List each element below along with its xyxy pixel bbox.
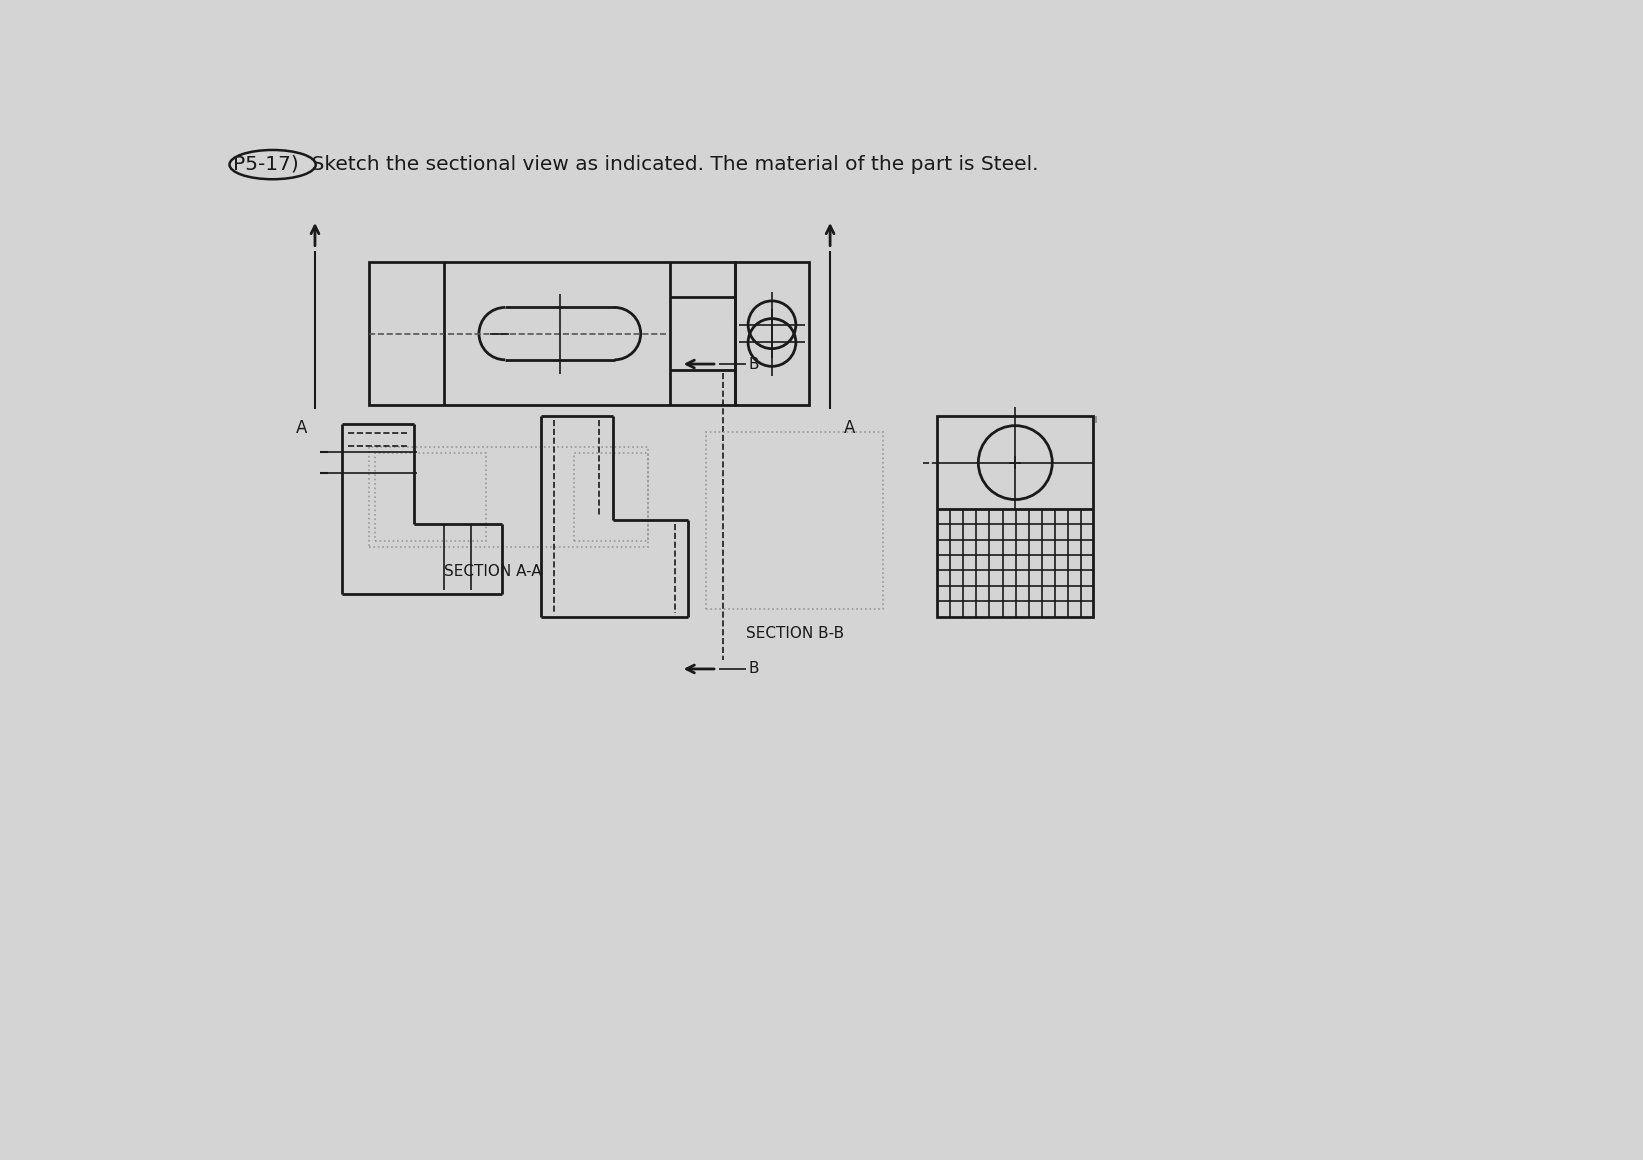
Text: A: A: [296, 419, 307, 436]
Bar: [937, 416, 1094, 617]
Text: P5-17)  Sketch the sectional view as indicated. The material of the part is Stee: P5-17) Sketch the sectional view as indi…: [233, 155, 1038, 174]
Bar: [375, 454, 486, 542]
Bar: [370, 448, 649, 548]
Text: SECTION B-B: SECTION B-B: [746, 626, 845, 640]
Bar: [370, 262, 736, 405]
Text: B: B: [749, 661, 759, 676]
Bar: [706, 432, 884, 609]
Text: SECTION A-A: SECTION A-A: [444, 564, 542, 579]
Text: A: A: [845, 419, 856, 436]
Bar: [573, 454, 649, 542]
Bar: [736, 262, 808, 405]
Text: B: B: [749, 356, 759, 371]
